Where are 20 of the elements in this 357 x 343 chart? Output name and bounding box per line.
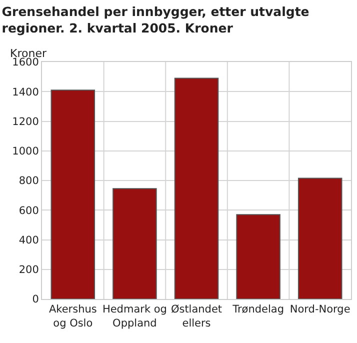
y-tick-label: 0	[32, 294, 39, 306]
y-tick-label: 600	[18, 204, 39, 217]
y-tick-label: 1600	[12, 56, 39, 69]
x-tick-label: Trøndelag	[232, 304, 284, 316]
bar	[50, 90, 96, 299]
y-tick-label: 200	[18, 264, 39, 276]
x-tick-label: Akershus og Oslo	[48, 304, 97, 330]
bar	[174, 78, 219, 299]
y-tick-label: 1200	[12, 116, 39, 128]
x-tick-label: Østlandet ellers	[170, 304, 222, 330]
y-tick-label: 400	[18, 234, 39, 246]
y-tick-label: 800	[18, 175, 39, 188]
bar	[112, 188, 157, 299]
x-tick-label: Nord-Norge	[290, 304, 350, 316]
x-tick-label: Hedmark og Oppland	[102, 304, 167, 330]
bar	[298, 178, 342, 299]
chart-title: Grensehandel per innbygger, etter utvalgte regioner. 2. kvartal 2005. Kroner	[2, 4, 310, 36]
bar	[236, 214, 280, 299]
y-tick-label: 1400	[12, 86, 39, 98]
y-tick-label: 1000	[12, 146, 39, 158]
